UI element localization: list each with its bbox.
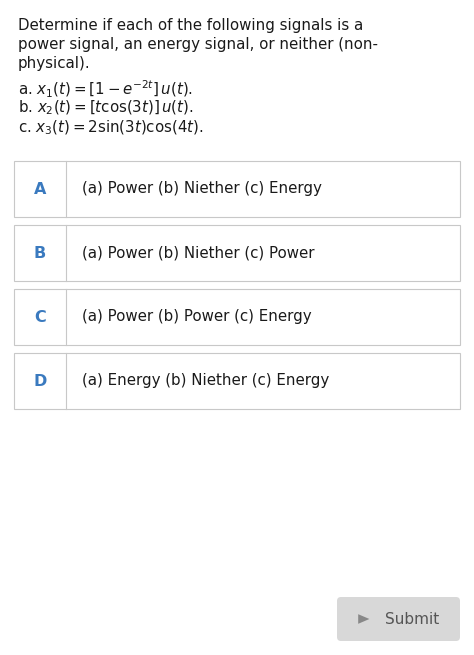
Text: Determine if each of the following signals is a: Determine if each of the following signa… <box>18 18 363 33</box>
FancyBboxPatch shape <box>337 597 460 641</box>
Text: power signal, an energy signal, or neither (non-: power signal, an energy signal, or neith… <box>18 37 378 52</box>
Bar <box>14 161 460 217</box>
Bar <box>14 225 460 281</box>
Text: Submit: Submit <box>385 612 439 626</box>
Text: c. $x_3(t) = 2\sin(3t)\cos(4t).$: c. $x_3(t) = 2\sin(3t)\cos(4t).$ <box>18 119 203 138</box>
Text: D: D <box>33 373 46 388</box>
Text: A: A <box>34 181 46 196</box>
Text: b. $x_2(t) = [t\cos(3t)]\,u(t).$: b. $x_2(t) = [t\cos(3t)]\,u(t).$ <box>18 99 194 117</box>
Text: B: B <box>34 246 46 261</box>
Text: (a) Energy (b) Niether (c) Energy: (a) Energy (b) Niether (c) Energy <box>82 373 329 388</box>
Text: C: C <box>34 310 46 324</box>
Bar <box>14 353 460 409</box>
Text: (a) Power (b) Power (c) Energy: (a) Power (b) Power (c) Energy <box>82 310 311 324</box>
Bar <box>14 289 460 345</box>
Text: physical).: physical). <box>18 56 91 71</box>
Text: a. $x_1(t) = [1 - e^{-2t}]\,u(t).$: a. $x_1(t) = [1 - e^{-2t}]\,u(t).$ <box>18 79 193 100</box>
Text: (a) Power (b) Niether (c) Energy: (a) Power (b) Niether (c) Energy <box>82 181 322 196</box>
Polygon shape <box>358 614 369 624</box>
Text: (a) Power (b) Niether (c) Power: (a) Power (b) Niether (c) Power <box>82 246 315 261</box>
